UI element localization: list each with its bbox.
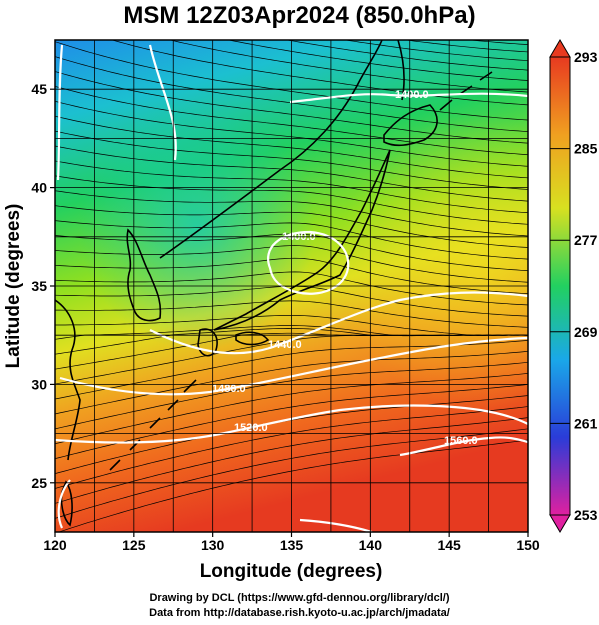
streamline [55,300,528,328]
contour-label: 1560.0 [444,435,478,447]
contour-1440 [149,291,528,355]
streamline [55,56,528,132]
contour-label: 1520.0 [234,422,268,434]
contour-west-2 [148,44,177,161]
contour-taiwan [57,479,71,529]
streamline [55,373,528,445]
x-tick-label: 140 [359,537,383,553]
streamline [285,40,528,71]
colorbar-bottom-triangle [549,514,571,533]
colorbar-top-triangle [549,39,571,58]
x-tick-label: 120 [43,537,67,553]
streamline [55,205,528,248]
primorye-coastline [159,40,383,259]
contour-1520 [55,404,528,444]
hokkaido-coastline [383,104,438,147]
streamline [55,130,528,190]
y-axis-title: Latitude (degrees) [3,204,24,369]
japan-kyushu-coastline [197,328,218,357]
colorbar-tick-label: 293 [574,49,598,65]
contour-1480 [59,336,528,396]
japan-shikoku-coastline [235,331,270,346]
x-tick-label: 145 [437,537,461,553]
y-tick-label: 25 [31,475,47,491]
streamline [480,35,530,39]
streamline [227,40,528,81]
streamline [55,145,528,202]
streamline [55,361,528,430]
contour-label: 1440.0 [268,339,302,351]
contour-west-1 [56,44,64,181]
china-coastline [55,299,81,461]
x-tick-label: 150 [516,537,540,553]
colorbar-body [549,56,571,516]
x-tick-label: 130 [201,537,225,553]
x-tick-label: 125 [122,537,146,553]
colorbar-tick-label: 269 [574,324,598,340]
y-axis-ticks: 25 30 35 40 45 [31,81,55,491]
credit-line: Drawing by DCL (https://www.gfd-dennou.o… [149,592,450,604]
y-tick-label: 45 [31,81,47,97]
x-tick-label: 135 [280,537,304,553]
colorbar-tick-label: 285 [574,141,598,157]
streamline [57,439,528,532]
contour-label: 1480.0 [212,383,246,395]
streamline [55,384,528,460]
streamline [55,245,528,283]
credit-line: Data from http://database.rish.kyoto-u.a… [149,607,450,619]
streamline [55,271,528,306]
streamline [55,100,528,167]
streamline [55,220,528,260]
colorbar-tick-label: 277 [574,232,598,248]
contour-1560 [399,436,528,457]
credits: Drawing by DCL (https://www.gfd-dennou.o… [0,591,599,621]
x-axis-title: Longitude (degrees) [200,561,383,582]
y-tick-label: 35 [31,278,47,294]
y-tick-label: 40 [31,180,47,196]
streamline [55,71,528,144]
korea-coastline [126,228,162,322]
taiwan-coastline [60,480,73,527]
y-tick-label: 30 [31,376,47,392]
contour-1400-north [289,92,528,104]
streamline [55,41,528,121]
colorbar: 293 285 277 269 261 253 [549,39,598,533]
contour-label: 1400.0 [395,89,429,101]
colorbar-tick-label: 253 [574,507,598,523]
streamline [55,315,528,336]
x-axis-ticks: 120 125 130 135 140 145 150 [43,532,540,553]
streamline [55,115,528,179]
streamline [110,40,528,106]
kurils-coastline [439,71,493,111]
colorbar-tick-label: 261 [574,415,598,431]
map-title: MSM 12Z03Apr2024 (850.0hPa) [123,2,476,29]
contour-south [299,518,373,532]
height-contours [55,44,528,532]
colorbar-ticks: 293 285 277 269 261 253 [550,49,598,523]
